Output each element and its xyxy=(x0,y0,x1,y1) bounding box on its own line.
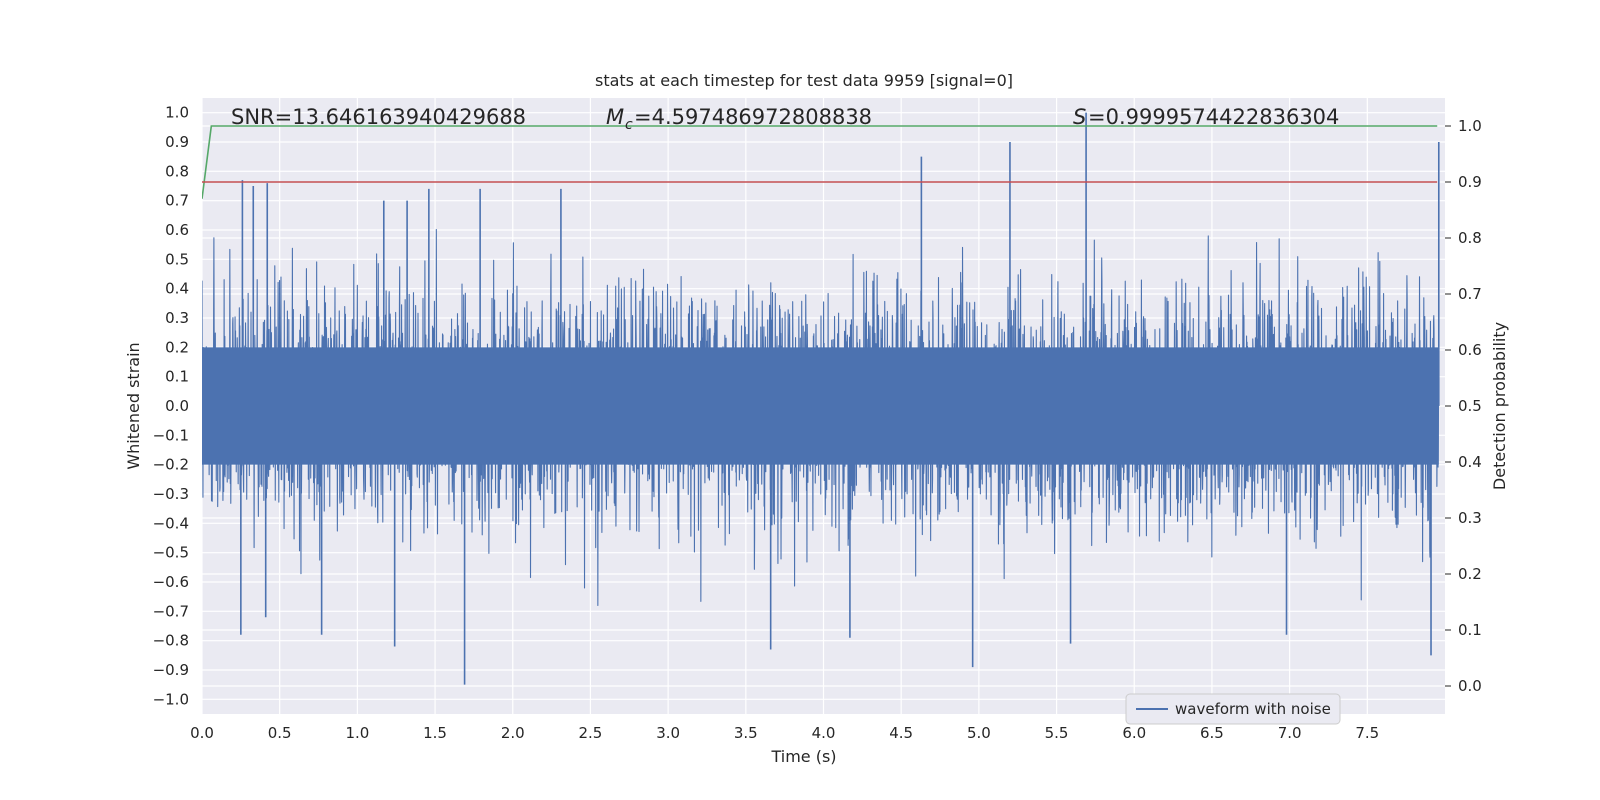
y-tick-label: −0.4 xyxy=(153,514,189,532)
right-axis-ticks: 1.0 0.9 0.8 0.7 0.6 0.5 0.4 0.3 0.2 0.1 0.0 xyxy=(1445,117,1482,695)
right-tick-label: 1.0 xyxy=(1458,117,1482,135)
x-tick-label: 6.5 xyxy=(1200,724,1224,742)
y-tick-label: 0.9 xyxy=(165,133,189,151)
y-tick-label: −0.5 xyxy=(153,544,189,562)
y-tick-label: −0.6 xyxy=(153,573,189,591)
y-axis-label: Whitened strain xyxy=(124,342,143,469)
y-tick-label: 0.4 xyxy=(165,280,189,298)
y-tick-label: −1.0 xyxy=(153,690,189,708)
x-tick-label: 2.5 xyxy=(579,724,603,742)
chart-title: stats at each timestep for test data 995… xyxy=(595,71,1013,90)
legend: waveform with noise xyxy=(1125,693,1341,725)
snr-annotation: SNR=13.646163940429688 xyxy=(231,105,526,129)
y-tick-label: 1.0 xyxy=(165,104,189,122)
right-tick-label: 0.4 xyxy=(1458,453,1482,471)
s-annotation: S =0.9999574422836304 xyxy=(1073,105,1339,129)
right-tick-label: 0.5 xyxy=(1458,397,1482,415)
x-axis-ticks: 0.0 0.5 1.0 1.5 2.0 2.5 3.0 3.5 4.0 4.5 5.0 5.5 6.0 6… xyxy=(190,724,1379,742)
x-axis-label: Time (s) xyxy=(770,747,836,766)
mc-symbol: M xyxy=(606,105,624,129)
y-tick-label: 0.3 xyxy=(165,309,189,327)
right-axis-label: Detection probability xyxy=(1490,322,1509,490)
x-tick-label: 3.5 xyxy=(734,724,758,742)
y-tick-label: −0.8 xyxy=(153,632,189,650)
mc-value: =4.597486972808838 xyxy=(634,105,872,129)
right-tick-label: 0.9 xyxy=(1458,173,1482,191)
y-axis-ticks: 1.0 0.9 0.8 0.7 0.6 0.5 0.4 0.3 0.2 0.1 0.0 −0.1 −0.… xyxy=(153,104,189,709)
y-tick-label: 0.7 xyxy=(165,192,189,210)
x-tick-label: 5.5 xyxy=(1045,724,1069,742)
x-tick-label: 4.0 xyxy=(812,724,836,742)
right-tick-label: 0.2 xyxy=(1458,565,1482,583)
legend-box xyxy=(1125,693,1341,725)
mc-annotation: M c =4.597486972808838 xyxy=(606,105,872,133)
x-tick-label: 2.0 xyxy=(501,724,525,742)
probability-lines xyxy=(202,125,1438,199)
x-tick-label: 5.0 xyxy=(967,724,991,742)
x-tick-label: 1.5 xyxy=(423,724,447,742)
y-tick-label: 0.8 xyxy=(165,162,189,180)
s-symbol: S xyxy=(1073,105,1086,129)
y-tick-label: −0.9 xyxy=(153,661,189,679)
x-tick-label: 4.5 xyxy=(889,724,913,742)
y-tick-label: 0.6 xyxy=(165,221,189,239)
right-tick-label: 0.3 xyxy=(1458,509,1482,527)
y-tick-label: −0.1 xyxy=(153,426,189,444)
waveform-band xyxy=(202,347,1439,465)
x-tick-label: 6.0 xyxy=(1122,724,1146,742)
plot-area xyxy=(202,112,1440,685)
x-tick-label: 1.0 xyxy=(345,724,369,742)
probability-line xyxy=(202,125,1438,199)
y-tick-label: −0.7 xyxy=(153,602,189,620)
mc-subscript: c xyxy=(625,117,633,133)
right-tick-label: 0.7 xyxy=(1458,285,1482,303)
x-tick-label: 3.0 xyxy=(656,724,680,742)
legend-label: waveform with noise xyxy=(1175,700,1331,718)
y-tick-label: 0.1 xyxy=(165,368,189,386)
x-tick-label: 7.0 xyxy=(1278,724,1302,742)
right-tick-label: 0.1 xyxy=(1458,621,1482,639)
right-tick-label: 0.6 xyxy=(1458,341,1482,359)
y-tick-label: 0.2 xyxy=(165,338,189,356)
x-tick-label: 7.5 xyxy=(1355,724,1379,742)
y-tick-label: 0.0 xyxy=(165,397,189,415)
right-tick-label: 0.0 xyxy=(1458,677,1482,695)
y-tick-label: 0.5 xyxy=(165,250,189,268)
right-tick-label: 0.8 xyxy=(1458,229,1482,247)
waveform-series xyxy=(202,112,1440,685)
x-tick-label: 0.5 xyxy=(268,724,292,742)
x-tick-label: 0.0 xyxy=(190,724,214,742)
s-value: =0.9999574422836304 xyxy=(1088,105,1339,129)
y-tick-label: −0.2 xyxy=(153,456,189,474)
y-tick-label: −0.3 xyxy=(153,485,189,503)
